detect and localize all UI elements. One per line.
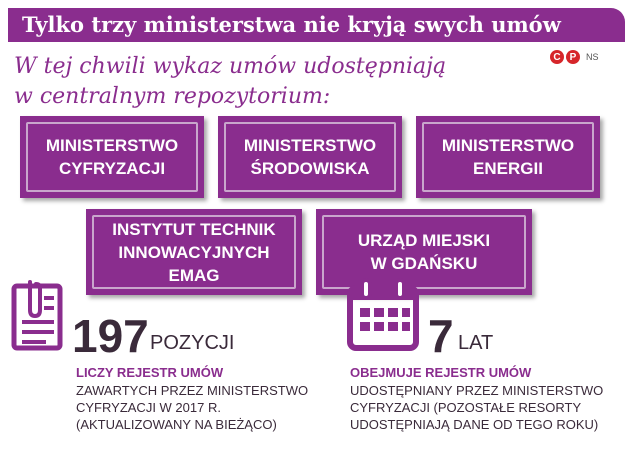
stat-description-years: UDOSTĘPNIANY PRZEZ MINISTERSTWO CYFRYZAC…: [350, 383, 604, 432]
page-title: Tylko trzy ministerstwa nie kryją swych …: [22, 12, 561, 37]
plaque-ministry-digital: MINISTERSTWO CYFRYZACJI: [20, 116, 204, 198]
stat-label-entries: LICZY REJESTR UMÓW: [76, 365, 224, 380]
plaque-label: MINISTERSTWO ŚRODOWISKA: [243, 136, 377, 178]
plaque-emag-institute: INSTYTUT TECHNIK INNOWACYJNYCH EMAG: [86, 209, 302, 295]
stat-description-entries: ZAWARTYCH PRZEZ MINISTERSTWO CYFRYZACJI …: [76, 383, 309, 432]
calendar-icon: [347, 278, 419, 351]
plaque-gdansk-city-hall: URZĄD MIEJSKI W GDAŃSKU: [316, 209, 532, 295]
stat-value-years: 7: [428, 310, 454, 362]
plaque-ministry-energy: MINISTERSTWO ENERGII: [416, 116, 600, 198]
plaque-label: URZĄD MIEJSKI W GDAŃSKU: [357, 231, 491, 273]
press-badge: P: [566, 50, 580, 64]
copyright-badge: C: [550, 50, 564, 64]
plaque-label: INSTYTUT TECHNIK INNOWACYJNYCH EMAG: [112, 219, 276, 285]
plaque-label: MINISTERSTWO ENERGII: [441, 136, 575, 178]
stat-label-years: OBEJMUJE REJESTR UMÓW: [350, 365, 532, 380]
credits: C P NS: [550, 50, 599, 64]
plaque-label: MINISTERSTWO CYFRYZACJI: [45, 136, 179, 178]
document-clip-icon: [11, 280, 63, 351]
stat-unit-entries: POZYCJI: [150, 332, 235, 354]
header-bar: Tylko trzy ministerstwa nie kryją swych …: [8, 8, 625, 42]
stat-unit-years: LAT: [458, 332, 494, 354]
plaque-ministry-environment: MINISTERSTWO ŚRODOWISKA: [218, 116, 402, 198]
subtitle: W tej chwili wykaz umów udostępniają w c…: [14, 54, 447, 109]
author-initials: NS: [586, 52, 599, 62]
stat-value-entries: 197: [72, 310, 149, 362]
